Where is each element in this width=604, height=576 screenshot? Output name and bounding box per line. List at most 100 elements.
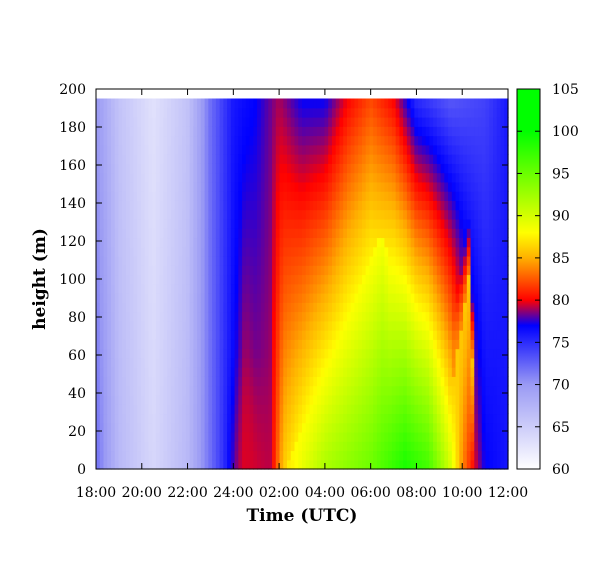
heatmap-cell [287, 404, 292, 415]
heatmap-cell [354, 255, 359, 266]
heatmap-cell [429, 330, 434, 340]
heatmap-cell [163, 404, 168, 415]
heatmap-cell [189, 135, 194, 146]
heatmap-cell [331, 126, 337, 137]
heatmap-cell [238, 293, 243, 303]
heatmap-cell [155, 441, 161, 452]
heatmap-cell [376, 394, 382, 405]
heatmap-cell [489, 311, 494, 322]
heatmap-cell [253, 98, 258, 109]
heatmap-cell [346, 320, 352, 331]
heatmap-cell [185, 376, 191, 387]
heatmap-cell [208, 339, 213, 350]
heatmap-cell [200, 107, 206, 118]
heatmap-cell [391, 246, 397, 257]
heatmap-cell [376, 339, 382, 350]
heatmap-cell [474, 431, 479, 442]
heatmap-cell [152, 107, 157, 118]
heatmap-cell [163, 144, 168, 155]
heatmap-cell [373, 163, 378, 174]
heatmap-cell [451, 126, 457, 137]
heatmap-cell [425, 311, 430, 322]
heatmap-cell [470, 163, 475, 174]
heatmap-cell [96, 107, 101, 118]
heatmap-cell [358, 357, 363, 368]
heatmap-cell [328, 163, 333, 174]
heatmap-cell [463, 357, 468, 368]
heatmap-cell [331, 302, 337, 313]
heatmap-cell [313, 394, 318, 405]
heatmap-cell [197, 413, 202, 424]
heatmap-cell [99, 107, 105, 118]
heatmap-cell [200, 218, 206, 229]
heatmap-cell [170, 246, 176, 257]
heatmap-cell [155, 293, 161, 303]
heatmap-cell [395, 459, 400, 470]
heatmap-cell [182, 320, 187, 331]
heatmap-cell [470, 117, 475, 127]
heatmap-cell [358, 404, 363, 415]
heatmap-cell [114, 459, 120, 470]
heatmap-cell [504, 107, 509, 118]
heatmap-cell [425, 163, 430, 174]
heatmap-cell [163, 181, 168, 192]
heatmap-cell [328, 293, 333, 303]
heatmap-cell [185, 228, 191, 239]
heatmap-cell [279, 200, 284, 211]
heatmap-cell [440, 255, 445, 266]
heatmap-cell [403, 172, 408, 183]
heatmap-cell [272, 246, 277, 257]
heatmap-cell [466, 450, 472, 461]
heatmap-cell [414, 385, 419, 396]
heatmap-cell [440, 348, 445, 359]
heatmap-cell [125, 422, 131, 433]
heatmap-cell [463, 117, 468, 127]
heatmap-cell [268, 376, 273, 387]
heatmap-cell [395, 394, 400, 405]
heatmap-cell [455, 376, 460, 387]
heatmap-cell [148, 191, 153, 201]
heatmap-cell [358, 394, 363, 405]
heatmap-cell [264, 274, 269, 285]
heatmap-cell [159, 255, 165, 266]
heatmap-cell [230, 255, 236, 266]
heatmap-cell [339, 181, 344, 192]
heatmap-cell [103, 274, 108, 285]
heatmap-cell [305, 191, 311, 201]
heatmap-cell [425, 191, 430, 201]
heatmap-cell [391, 459, 397, 470]
heatmap-cell [376, 246, 382, 257]
heatmap-cell [451, 459, 457, 470]
heatmap-cell [279, 293, 284, 303]
heatmap-cell [118, 107, 123, 118]
heatmap-cell [242, 209, 247, 220]
heatmap-cell [421, 320, 427, 331]
heatmap-cell [279, 209, 284, 220]
heatmap-cell [230, 376, 236, 387]
heatmap-cell [496, 274, 502, 285]
heatmap-cell [444, 320, 449, 331]
heatmap-cell [343, 218, 348, 229]
heatmap-cell [406, 237, 412, 248]
heatmap-cell [388, 459, 393, 470]
heatmap-cell [343, 339, 348, 350]
heatmap-cell [425, 293, 430, 303]
heatmap-cell [227, 385, 232, 396]
heatmap-cell [223, 348, 228, 359]
heatmap-cell [223, 228, 228, 239]
heatmap-cell [148, 339, 153, 350]
heatmap-cell [391, 265, 397, 276]
heatmap-cell [264, 265, 269, 276]
heatmap-cell [403, 394, 408, 405]
heatmap-cell [238, 441, 243, 452]
heatmap-cell [193, 293, 198, 303]
heatmap-cell [429, 265, 434, 276]
heatmap-cell [189, 394, 194, 405]
heatmap-cell [474, 283, 479, 294]
heatmap-cell [163, 209, 168, 220]
heatmap-cell [470, 357, 475, 368]
heatmap-cell [189, 330, 194, 340]
x-tick-label: 06:00 [350, 485, 390, 501]
heatmap-cell [466, 265, 472, 276]
heatmap-cell [309, 209, 314, 220]
